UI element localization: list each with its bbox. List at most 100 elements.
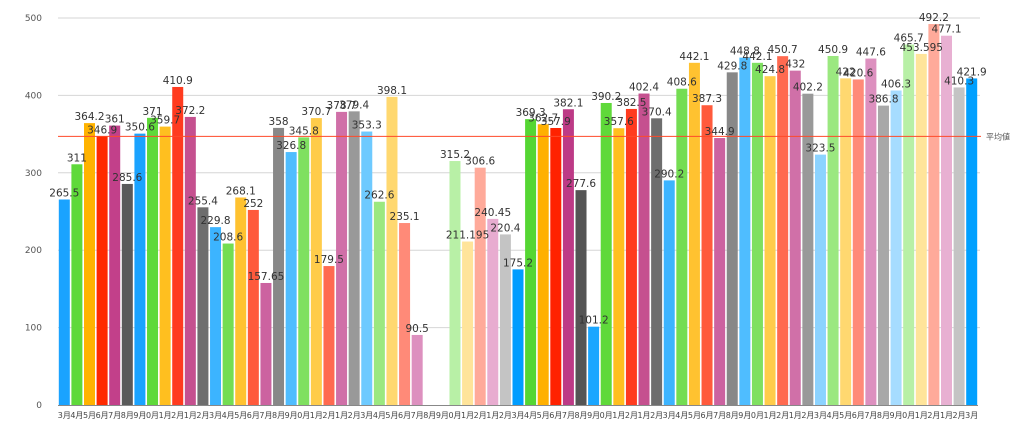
data-label: 442.1 [679, 51, 709, 63]
bar [147, 117, 159, 405]
x-tick-label: 9月 [738, 411, 751, 420]
x-tick-label: 2月 [776, 411, 789, 420]
bar [676, 88, 688, 406]
bar [134, 133, 146, 405]
bar [348, 111, 360, 406]
data-label: 410.9 [163, 75, 193, 87]
bar [487, 218, 499, 405]
y-tick-label: 100 [25, 324, 42, 334]
x-tick-label: 6月 [549, 411, 562, 420]
data-label: 359.7 [150, 115, 180, 127]
data-label: 361 [105, 114, 125, 126]
x-tick-label: 2月 [171, 411, 184, 420]
data-label: 450.9 [818, 44, 848, 56]
data-label: 326.8 [276, 140, 306, 152]
data-label: 465.7 [894, 33, 924, 45]
x-tick-label: 6月 [96, 411, 109, 420]
data-label: 229.8 [201, 215, 231, 227]
bar [814, 154, 826, 405]
x-tick-label: 5月 [839, 411, 852, 420]
data-label: 240.45 [474, 207, 511, 219]
x-tick-label: 6月 [247, 411, 260, 420]
data-label: 371 [142, 106, 162, 118]
x-tick-label: 2月 [322, 411, 335, 420]
x-tick-label: 1月 [789, 411, 802, 420]
bar [499, 234, 511, 405]
bar [159, 126, 171, 406]
x-tick-label: 4月 [70, 411, 83, 420]
data-label: 406.3 [881, 79, 911, 91]
x-tick-label: 0月 [600, 411, 613, 420]
bar [840, 78, 852, 405]
y-tick-label: 200 [25, 246, 42, 256]
data-label: 323.5 [805, 143, 835, 155]
x-tick-label: 3月 [965, 411, 978, 420]
bar [852, 79, 864, 405]
bar [310, 118, 322, 406]
data-label: 382.5 [616, 97, 646, 109]
x-tick-label: 2月 [953, 411, 966, 420]
data-label: 387.3 [692, 93, 722, 105]
bar [890, 90, 902, 405]
x-tick-label: 8月 [877, 411, 890, 420]
bar [588, 326, 600, 405]
bars [58, 24, 978, 406]
x-tick-label: 1月 [335, 411, 348, 420]
bar [688, 62, 700, 405]
data-label: 402.2 [793, 82, 823, 94]
bar [449, 161, 461, 405]
x-tick-label: 1月 [159, 411, 172, 420]
x-tick-label: 8月 [726, 411, 739, 420]
bar [550, 127, 562, 405]
bar [751, 62, 763, 405]
x-tick-label: 5月 [537, 411, 550, 420]
bar [537, 124, 549, 405]
x-tick-label: 1月 [637, 411, 650, 420]
x-tick-label: 1月 [612, 411, 625, 420]
bar [197, 207, 209, 405]
bar [651, 118, 663, 406]
x-tick-label: 4月 [827, 411, 840, 420]
bar [726, 72, 738, 405]
bar [58, 199, 70, 405]
x-tick-label: 4月 [222, 411, 235, 420]
bar [96, 136, 108, 406]
bar [298, 137, 310, 405]
x-tick-label: 8月 [574, 411, 587, 420]
x-tick-label: 0月 [448, 411, 461, 420]
x-tick-label: 4月 [524, 411, 537, 420]
x-tick-label: 1月 [940, 411, 953, 420]
data-label: 372.2 [175, 105, 205, 117]
data-label: 262.6 [364, 190, 394, 202]
bar [273, 127, 285, 406]
bar [802, 93, 814, 405]
data-label: 398.1 [377, 85, 407, 97]
x-tick-label: 9月 [133, 411, 146, 420]
data-label: 252 [243, 198, 263, 210]
data-label: 424.8 [755, 64, 785, 76]
data-label: 370.7 [301, 106, 331, 118]
x-tick-label: 7月 [864, 411, 877, 420]
bar [399, 223, 411, 405]
data-label: 382.1 [553, 97, 583, 109]
bar [575, 190, 587, 405]
x-tick-label: 6月 [852, 411, 865, 420]
bar [777, 56, 789, 405]
bar [411, 334, 423, 405]
data-label: 364.2 [74, 111, 104, 123]
bar [638, 93, 650, 406]
x-tick-label: 8月 [272, 411, 285, 420]
data-label: 90.5 [405, 323, 428, 335]
x-tick-label: 6月 [398, 411, 411, 420]
data-label: 344.9 [705, 126, 735, 138]
bar [210, 227, 222, 405]
data-label: 211.195 [446, 230, 489, 242]
x-tick-label: 0月 [146, 411, 159, 420]
x-tick-label: 5月 [234, 411, 247, 420]
data-label: 345.8 [289, 125, 319, 137]
bar [827, 56, 839, 406]
x-tick-label: 1月 [486, 411, 499, 420]
x-tick-label: 1月 [915, 411, 928, 420]
average-line-group: 平均値 [58, 131, 1010, 141]
y-tick-label: 300 [25, 169, 42, 179]
